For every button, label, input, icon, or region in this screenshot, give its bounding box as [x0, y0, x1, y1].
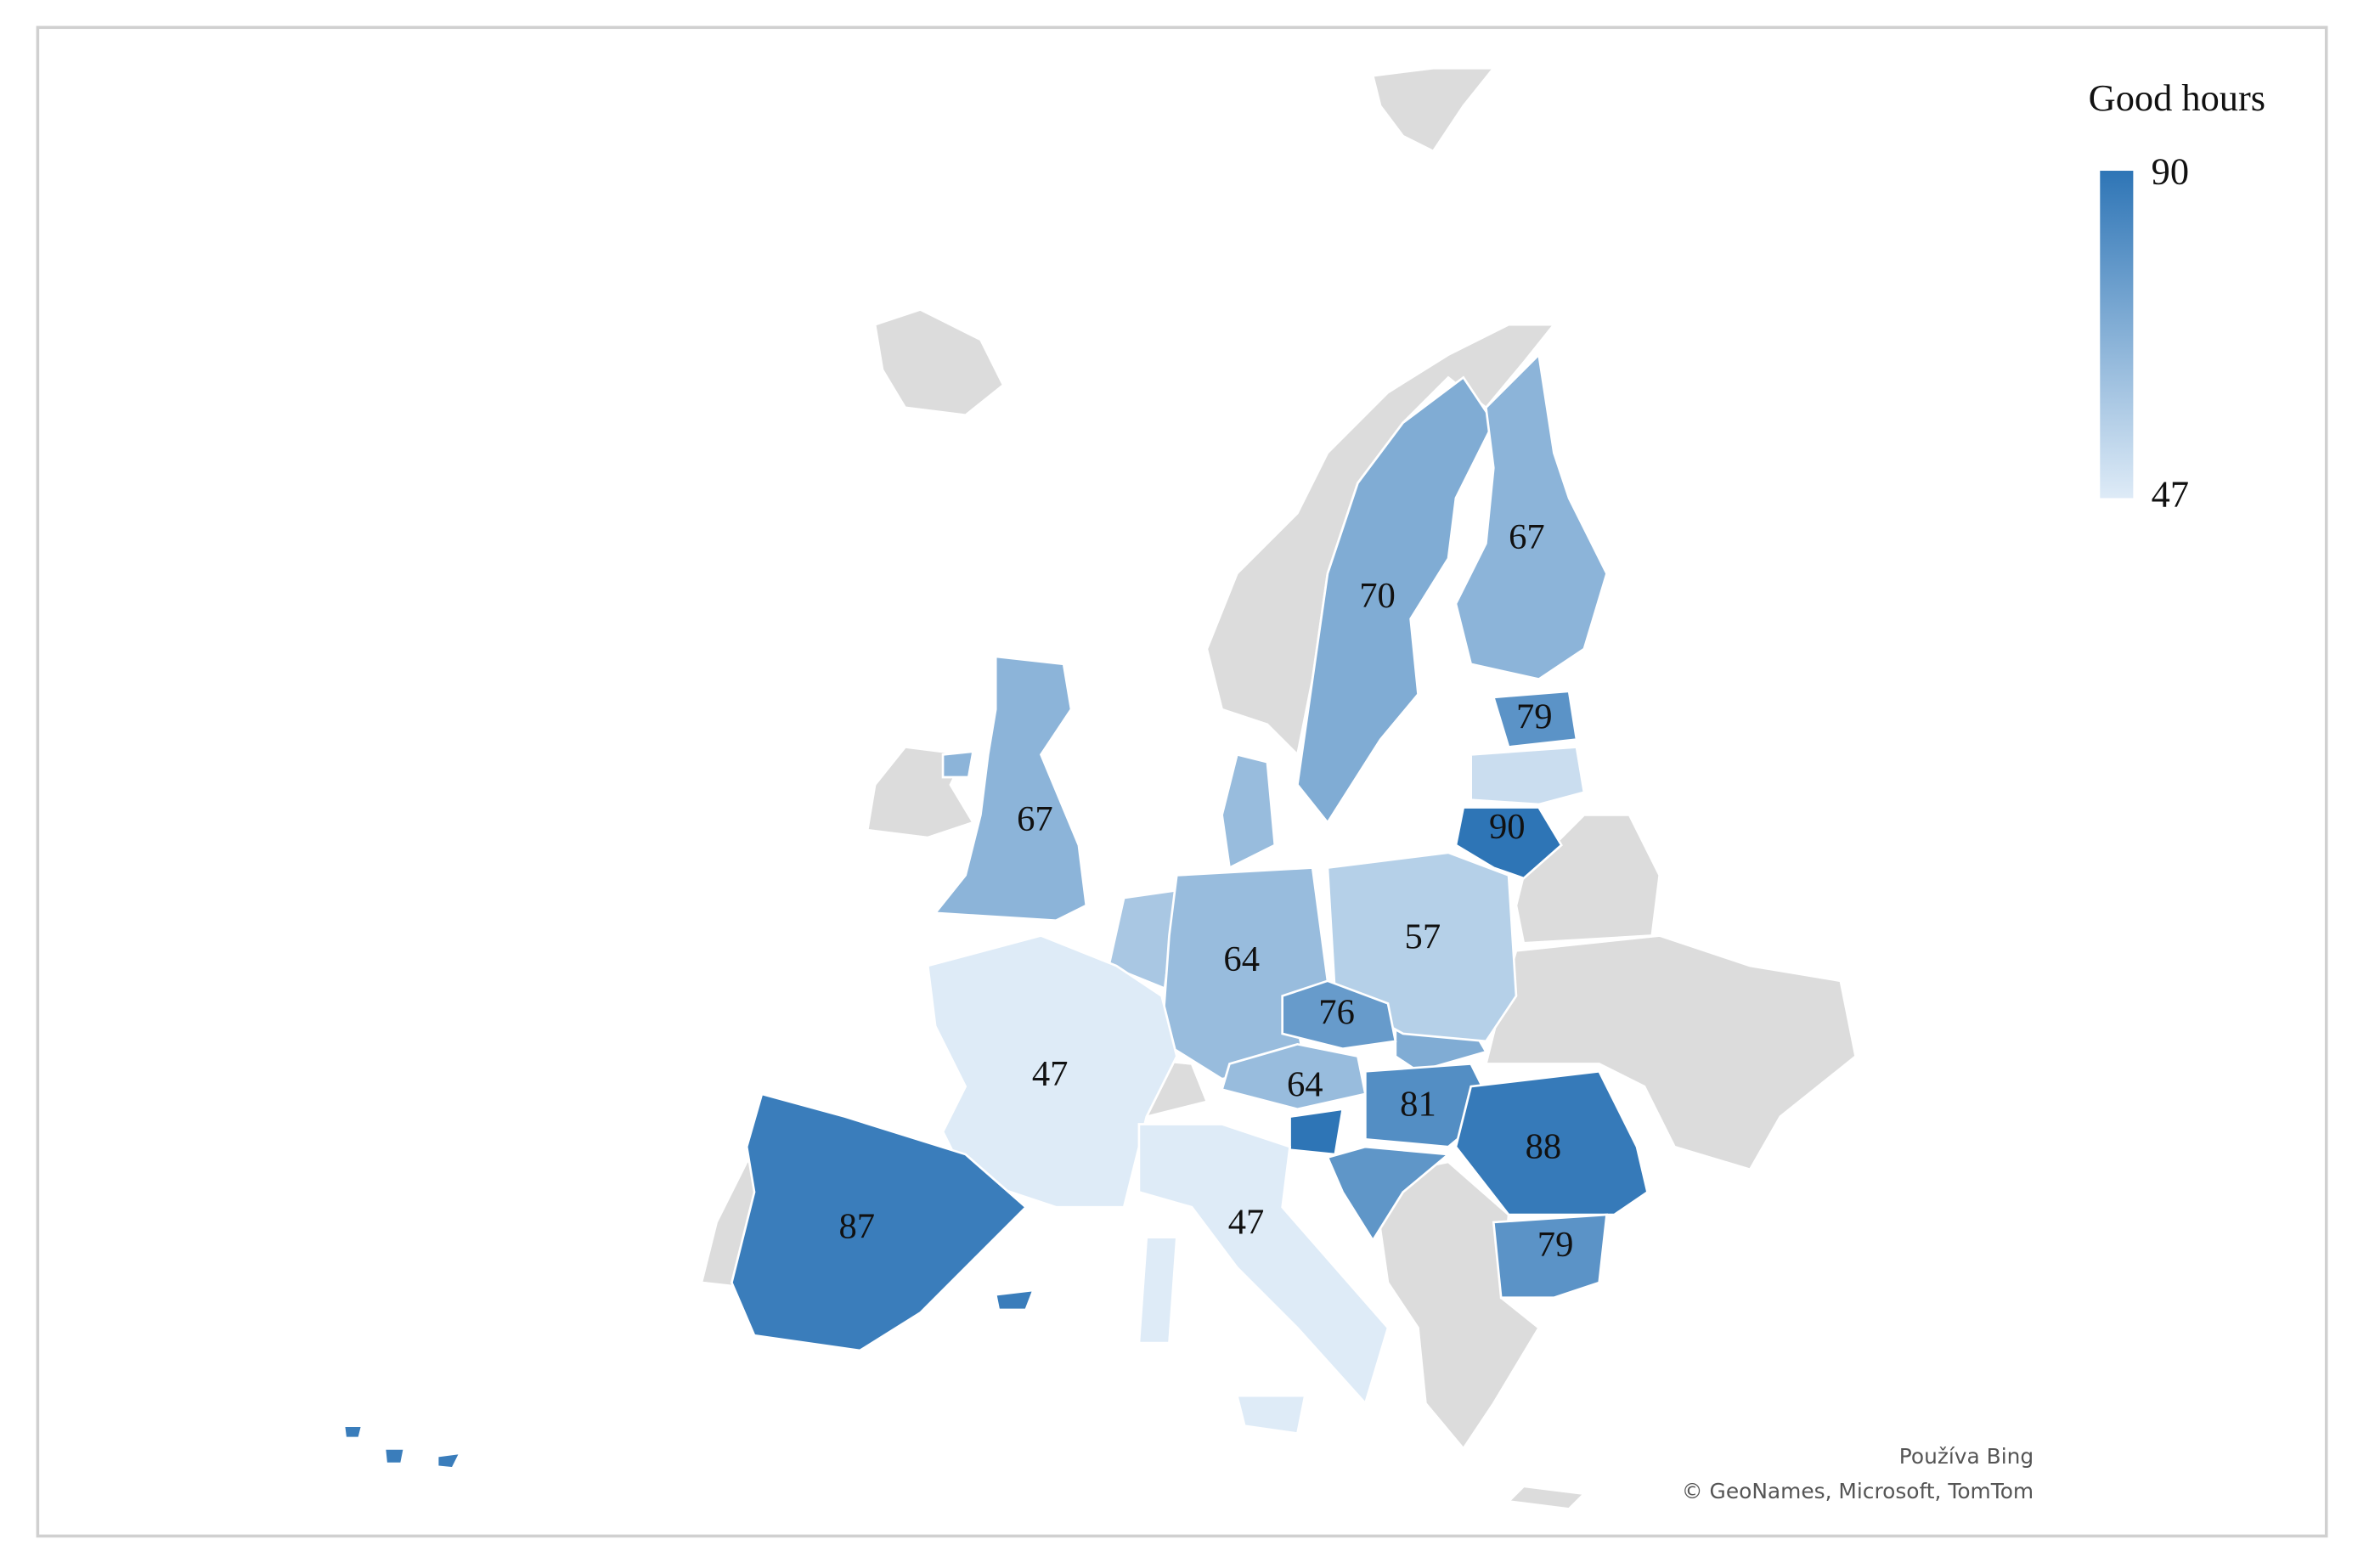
region: [383, 1447, 406, 1465]
region: [1454, 352, 1608, 680]
value-label: 79: [1516, 697, 1553, 736]
legend-max: 90: [2152, 150, 2189, 193]
region: [342, 1424, 364, 1440]
region: [933, 655, 1088, 922]
region: [1235, 1394, 1306, 1435]
attribution: © GeoNames, Microsoft, TomTom: [1682, 1479, 2034, 1503]
value-label: 87: [839, 1207, 876, 1247]
value-label: 90: [1489, 807, 1526, 847]
region: [1454, 1069, 1649, 1216]
region: [926, 934, 1178, 1209]
value-label: 64: [1287, 1065, 1323, 1105]
value-label: 57: [1405, 917, 1441, 957]
land: [873, 307, 1005, 417]
legend-min: 47: [2152, 473, 2189, 516]
legend-scale: [2100, 171, 2134, 499]
region: [436, 1452, 463, 1469]
region: [941, 750, 975, 779]
region: [1454, 806, 1563, 880]
regions: [342, 352, 1649, 1469]
value-label: 47: [1032, 1054, 1069, 1094]
legend-title: Good hours: [2089, 76, 2265, 119]
region: [1281, 979, 1397, 1051]
region: [1289, 1108, 1345, 1156]
value-label: 67: [1509, 517, 1545, 557]
land: [1371, 66, 1497, 153]
region: [1326, 1145, 1452, 1243]
region: [1492, 1213, 1609, 1300]
region: [1221, 753, 1277, 870]
land: [1506, 1485, 1587, 1510]
value-label: 47: [1228, 1202, 1265, 1242]
value-label: 70: [1359, 576, 1396, 616]
attribution: Používa Bing: [1899, 1444, 2034, 1469]
region: [1492, 690, 1578, 748]
value-label: 79: [1537, 1225, 1574, 1265]
region: [1137, 1123, 1390, 1406]
region: [994, 1289, 1035, 1311]
frame: [36, 25, 2328, 1538]
value-label: 64: [1223, 939, 1260, 979]
land: [1484, 934, 1858, 1171]
region: [730, 1092, 1028, 1352]
labels: 67 70 67 79 90 64 57 76 64 81 88 79 47 87 47: [839, 517, 1574, 1265]
region: [1296, 375, 1495, 825]
region: [1470, 746, 1586, 806]
value-label: 67: [1017, 799, 1053, 839]
value-label: 88: [1526, 1126, 1562, 1166]
region: [1137, 1236, 1178, 1345]
value-label: 76: [1318, 992, 1355, 1032]
value-label: 81: [1400, 1085, 1436, 1125]
